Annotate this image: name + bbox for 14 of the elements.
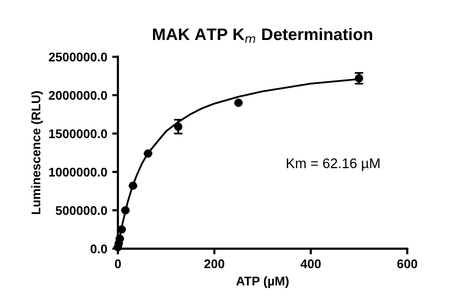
- y-tick-label: 2000000.0: [48, 90, 107, 100]
- chart-title: MAK ATP K$_{m}$ Determination: [153, 28, 372, 43]
- annotation: Km = 62.16 µM: [286, 158, 380, 171]
- x-tick-label: 0: [114, 259, 121, 268]
- x-tick-label: 400: [300, 259, 321, 268]
- y-tick-label: 1500000.0: [49, 129, 107, 138]
- x-tick-label: 600: [397, 259, 418, 268]
- y-axis-title: Luminescence (RLU): [31, 91, 43, 214]
- x-axis-title: ATP (µM): [236, 276, 289, 288]
- y-tick-label: 1000000.0: [49, 168, 107, 177]
- x-tick-label: 200: [204, 259, 224, 268]
- y-tick-label: 500000.0: [56, 206, 107, 215]
- y-tick-label: 2500000.0: [48, 52, 107, 62]
- y-tick-label: 0.0: [90, 244, 107, 254]
